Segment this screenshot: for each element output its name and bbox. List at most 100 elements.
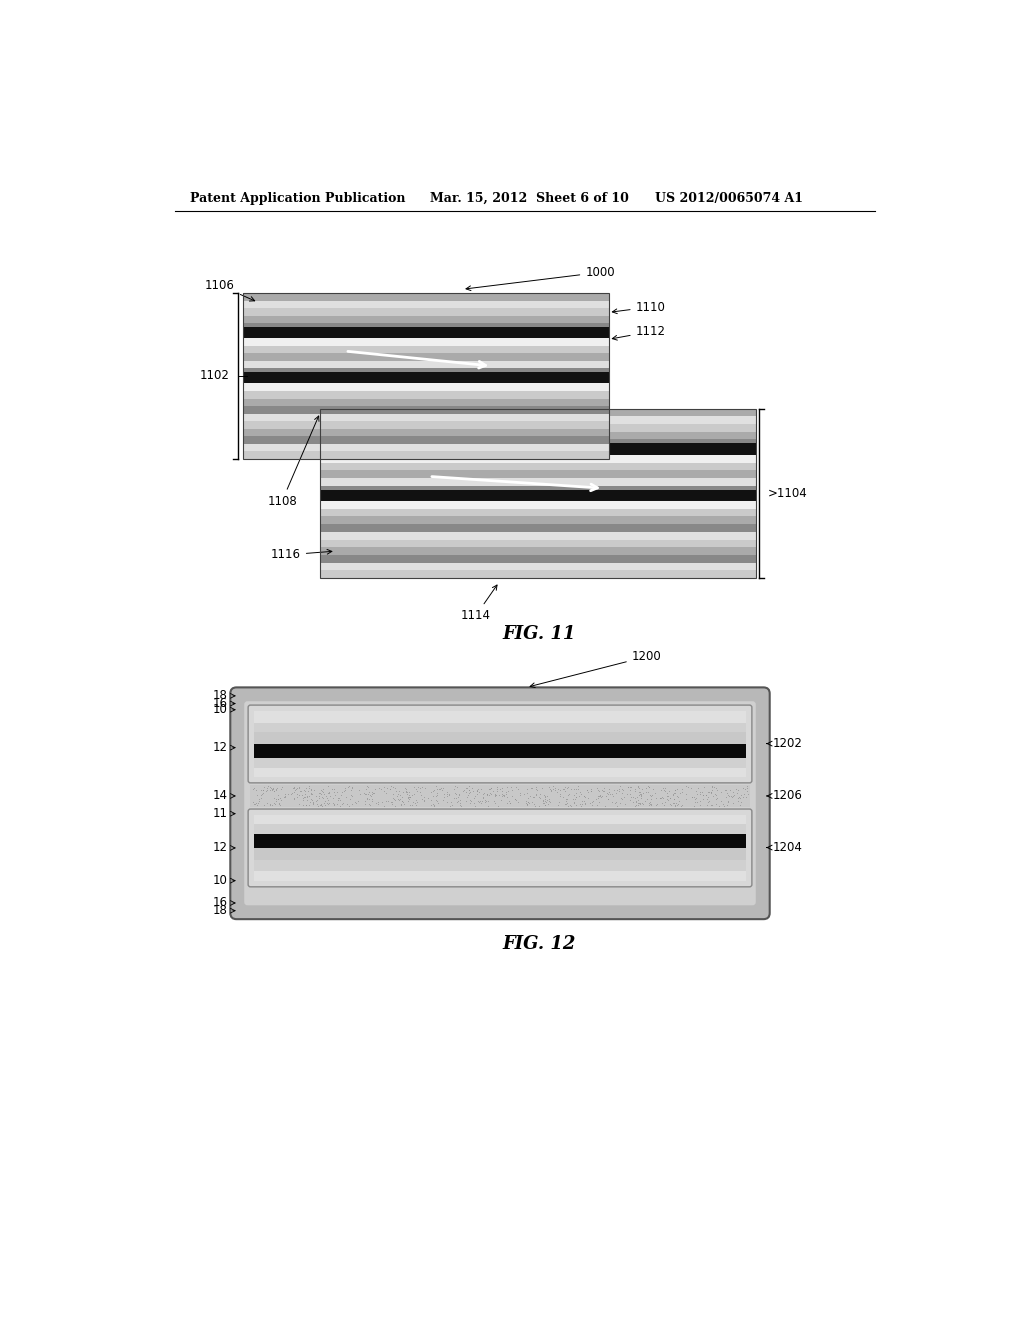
Point [680,776,696,797]
Point [395,793,412,814]
Point [512,785,528,807]
Point [298,795,314,816]
Point [598,785,614,807]
Point [272,789,289,810]
Point [572,795,589,816]
Point [595,780,611,801]
Point [642,784,658,805]
Bar [254,833,745,847]
Bar [254,871,745,880]
Point [397,781,414,803]
Point [272,795,289,816]
Point [678,788,694,809]
Point [460,784,476,805]
Point [401,787,418,808]
Point [360,776,377,797]
Point [268,780,285,801]
Point [401,795,418,816]
Point [329,793,345,814]
Point [694,784,711,805]
Point [258,779,274,800]
Point [670,787,686,808]
Point [720,791,736,812]
Point [446,776,463,797]
Point [608,783,625,804]
Point [388,780,404,801]
Point [477,791,494,812]
Point [441,784,458,805]
Point [703,776,720,797]
Point [424,780,440,801]
Point [247,793,263,814]
Point [312,783,329,804]
Point [401,787,418,808]
Point [550,779,566,800]
Point [659,789,676,810]
Point [258,781,274,803]
Point [467,785,483,807]
Point [466,792,482,813]
Point [725,781,741,803]
Point [253,784,269,805]
Point [389,783,406,804]
Bar [254,744,745,759]
Point [534,777,550,799]
Point [699,791,716,812]
Point [698,784,715,805]
Point [414,788,430,809]
Point [539,792,555,813]
Point [462,789,478,810]
Point [738,777,755,799]
Point [532,788,549,809]
Point [373,777,389,799]
Point [297,787,313,808]
Point [286,777,302,799]
Point [634,779,650,800]
Point [529,779,546,800]
Point [465,780,481,801]
Point [669,795,685,816]
Point [699,787,716,808]
Point [309,793,326,814]
Point [643,793,659,814]
Point [602,783,618,804]
Point [498,783,514,804]
Point [556,777,572,799]
Bar [254,825,745,833]
Point [658,783,675,804]
Point [604,785,621,807]
Point [700,781,717,803]
Point [479,783,496,804]
Point [542,791,558,812]
Point [370,793,386,814]
Point [543,779,559,800]
Point [467,795,483,816]
Point [590,785,606,807]
Point [397,780,414,801]
Point [269,788,286,809]
Point [604,784,621,805]
Point [580,788,596,809]
Bar [321,409,756,416]
Point [628,792,644,813]
Point [557,776,573,797]
Point [671,789,687,810]
Point [734,777,751,799]
Point [730,791,746,812]
Point [689,783,706,804]
Point [317,791,334,812]
Point [567,787,584,808]
Point [494,780,510,801]
Point [599,783,615,804]
Point [600,783,616,804]
Text: 16: 16 [212,896,236,909]
Point [566,792,583,813]
Point [458,781,474,803]
Point [584,791,600,812]
Text: 1110: 1110 [612,301,666,314]
Point [527,779,544,800]
Point [639,789,655,810]
Point [574,791,591,812]
Point [610,780,627,801]
Point [503,776,519,797]
